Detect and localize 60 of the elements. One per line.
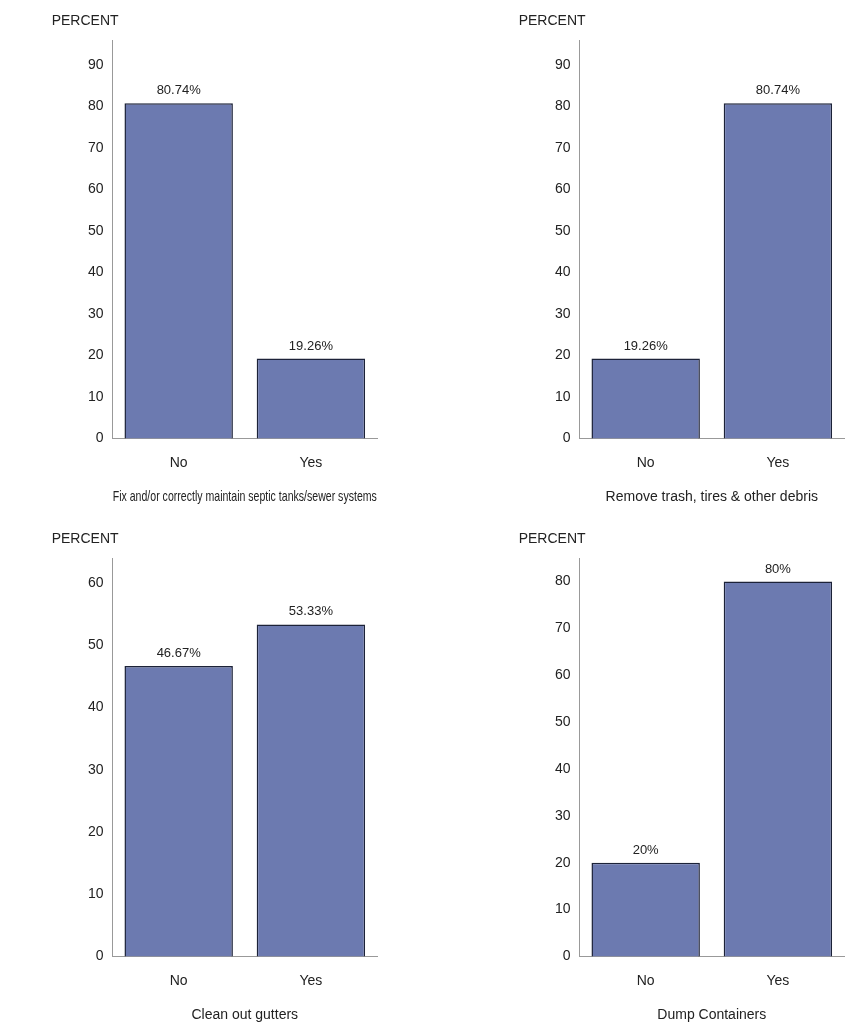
- x-axis-title: Clean out gutters: [191, 1006, 299, 1023]
- x-tick-label: No: [636, 971, 655, 988]
- y-tick-label: 60: [554, 180, 571, 197]
- y-tick-label: 60: [554, 666, 571, 683]
- data-label: 80%: [764, 560, 792, 576]
- y-tick-label: 80: [87, 97, 104, 114]
- data-label: 19.26%: [623, 337, 669, 353]
- y-tick-label: 50: [87, 221, 104, 238]
- y-tick-label: 0: [95, 947, 104, 964]
- y-axis-title: PERCENT: [51, 529, 120, 546]
- y-tick-label: 60: [87, 180, 104, 197]
- x-axis-title: Remove trash, tires & other debris: [605, 488, 818, 505]
- y-axis-title: PERCENT: [51, 11, 120, 28]
- x-axis-title: Fix and/or correctly maintain septic tanks/sewer systems: [112, 489, 377, 505]
- x-axis-title: Dump Containers: [657, 1006, 767, 1023]
- data-label: 80.74%: [156, 82, 202, 98]
- y-tick-label: 40: [554, 759, 571, 776]
- x-tick-label: No: [169, 453, 188, 470]
- y-tick-label: 10: [87, 387, 104, 404]
- data-label: 53.33%: [288, 603, 334, 619]
- y-tick-label: 10: [554, 900, 571, 917]
- y-tick-label: 10: [554, 387, 571, 404]
- y-tick-label: 0: [562, 429, 571, 446]
- data-label: 20%: [632, 841, 660, 857]
- y-tick-label: 50: [554, 221, 571, 238]
- x-tick-label: Yes: [299, 453, 323, 470]
- y-tick-label: 50: [87, 636, 104, 653]
- y-tick-label: 0: [562, 947, 571, 964]
- y-tick-label: 20: [554, 853, 571, 870]
- y-tick-label: 10: [87, 885, 104, 902]
- y-tick-label: 20: [554, 346, 571, 363]
- y-axis-title: PERCENT: [518, 11, 587, 28]
- y-tick-label: 30: [87, 760, 104, 777]
- y-tick-label: 70: [554, 138, 571, 155]
- y-tick-label: 30: [554, 304, 571, 321]
- y-tick-label: 20: [87, 822, 104, 839]
- y-axis-title: PERCENT: [518, 529, 587, 546]
- x-tick-label: No: [636, 453, 655, 470]
- y-tick-label: 80: [554, 97, 571, 114]
- y-tick-label: 50: [554, 712, 571, 729]
- x-tick-label: Yes: [766, 971, 790, 988]
- y-tick-label: 20: [87, 346, 104, 363]
- y-tick-label: 60: [87, 573, 104, 590]
- y-tick-label: 70: [87, 138, 104, 155]
- y-tick-label: 30: [554, 806, 571, 823]
- y-tick-label: 30: [87, 304, 104, 321]
- x-tick-label: Yes: [299, 971, 323, 988]
- y-tick-label: 90: [87, 55, 104, 72]
- y-tick-label: 90: [554, 55, 571, 72]
- x-tick-label: No: [169, 971, 188, 988]
- y-tick-label: 70: [554, 619, 571, 636]
- y-tick-label: 0: [95, 429, 104, 446]
- data-label: 80.74%: [755, 82, 801, 98]
- y-tick-label: 40: [554, 263, 571, 280]
- y-tick-label: 40: [87, 263, 104, 280]
- data-label: 46.67%: [156, 644, 202, 660]
- y-tick-label: 40: [87, 698, 104, 715]
- data-label: 19.26%: [288, 337, 334, 353]
- x-tick-label: Yes: [766, 453, 790, 470]
- y-tick-label: 80: [554, 572, 571, 589]
